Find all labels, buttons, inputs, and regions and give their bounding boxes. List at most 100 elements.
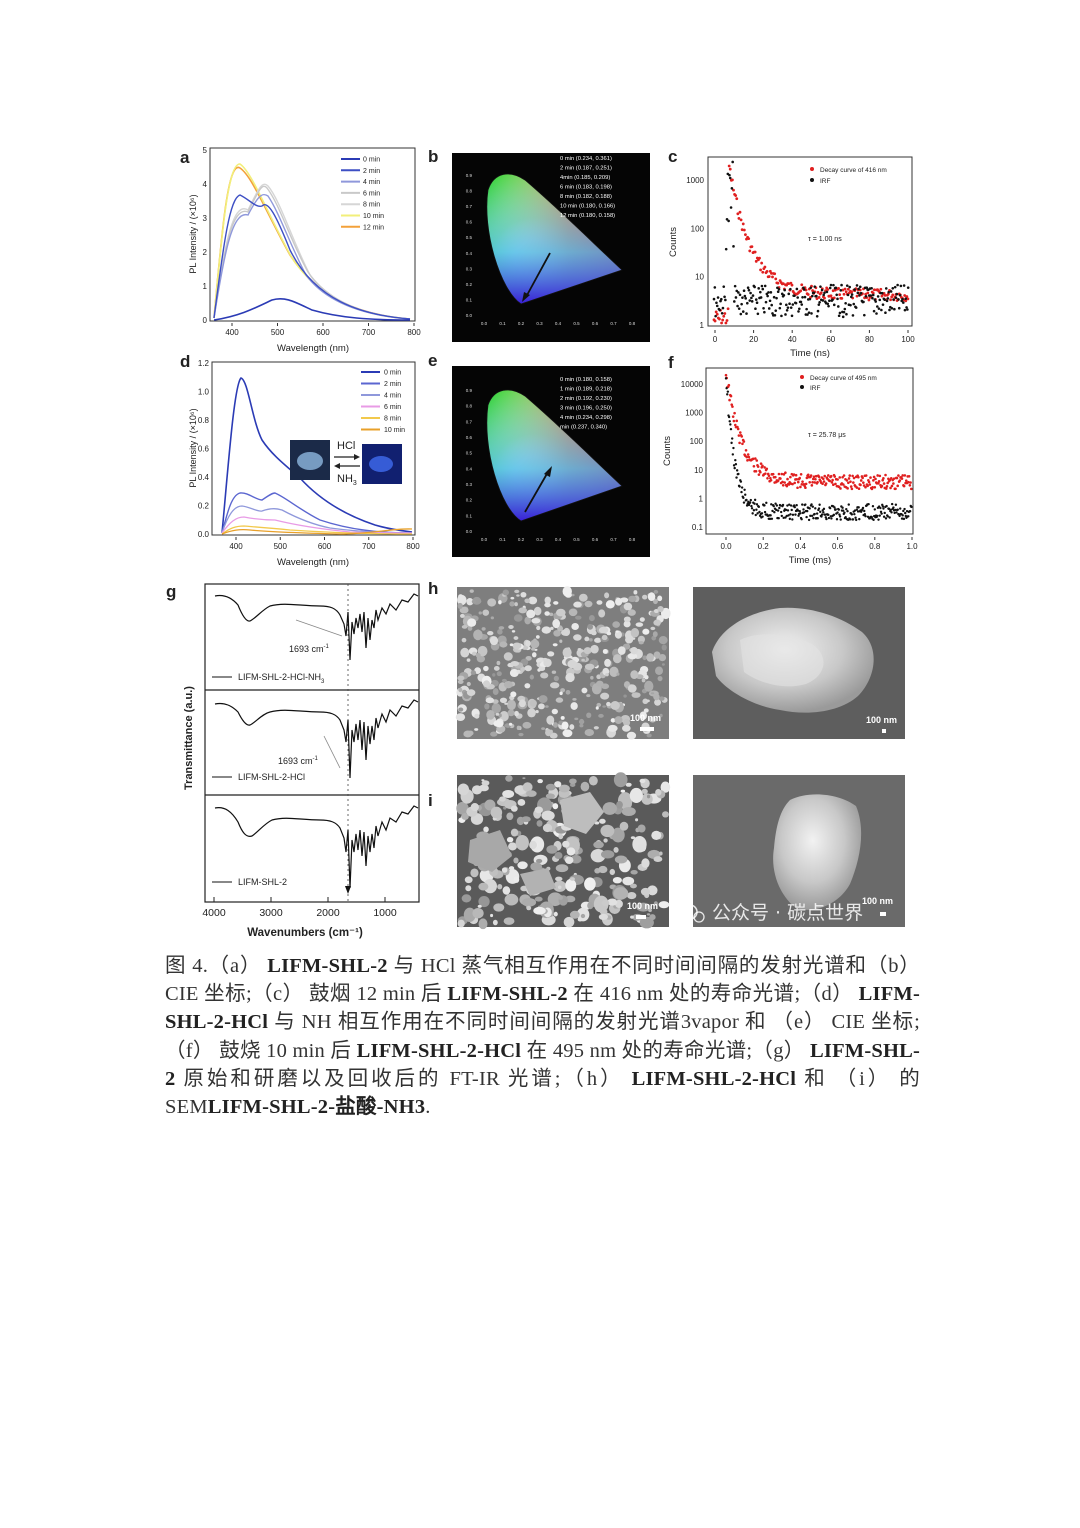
x-tick-label: 40 — [788, 335, 797, 344]
x-tick-label: 0.2 — [518, 321, 525, 326]
y-tick-label: 3 — [203, 214, 208, 223]
legend-entry: 2 min — [363, 168, 380, 175]
x-tick-label: 0.3 — [536, 321, 543, 326]
legend-entry: 2 min (0.192, 0.230) — [560, 396, 612, 402]
x-tick-label: 800 — [407, 328, 421, 337]
x-tick-label: 0.4 — [795, 542, 807, 551]
y-tick-label: 100 — [691, 224, 705, 233]
legend: Decay curve of 416 nm IRF — [810, 167, 887, 185]
y-tick-label: 0.6 — [466, 435, 473, 440]
x-tick-label: 4000 — [202, 907, 226, 919]
figure-caption: 图 4.（a） LIFM-SHL-2 与 HCl 蒸气相互作用在不同时间间隔的发… — [165, 952, 920, 1121]
sem-image-i2: 100 nm — [693, 775, 905, 927]
inset-photos: HCl NH3 — [290, 440, 402, 487]
legend-entry: 12 min — [363, 224, 384, 231]
y-tick-label: 0.5 — [466, 235, 473, 240]
x-axis-label: Time (ms) — [789, 555, 831, 566]
y-tick-label: 5 — [203, 146, 208, 155]
legend-entry: 3 min (0.196, 0.250) — [560, 406, 612, 412]
y-axis-label: PL Intensity / (×10⁶) — [188, 408, 198, 487]
legend-entry: 8 min — [363, 202, 380, 209]
legend: 0 min 2 min 4 min 6 min 8 min 10 min — [361, 370, 405, 434]
legend-entry: 10 min — [363, 213, 384, 220]
hcl-label: HCl — [337, 440, 355, 452]
legend-entry: 2 min — [384, 381, 401, 388]
spectra-curves — [221, 377, 413, 535]
shift-arrow — [525, 252, 551, 298]
y-tick-label: 0.4 — [466, 466, 473, 471]
legend-entry: 8 min — [384, 416, 401, 423]
plot-frame — [707, 156, 913, 327]
arrow-head — [544, 466, 552, 477]
scale-label: 100 nm — [630, 713, 661, 723]
y-tick-label: 1.2 — [198, 359, 210, 368]
y-axis-label: Counts — [668, 227, 679, 257]
x-axis-label: Wavelength (nm) — [277, 343, 349, 354]
y-tick-label: 0 — [203, 316, 208, 325]
peak-label: 1693 cm-1 — [278, 756, 319, 766]
x-tick-label: 20 — [749, 335, 758, 344]
curve-4min — [213, 193, 411, 320]
legend-entry: Decay curve of 495 nm — [810, 375, 877, 382]
ftir-spectra — [214, 593, 419, 889]
panel-d: d PL Intensity / (×10⁶) Wavelength (nm) … — [180, 352, 420, 568]
caption-text: 和 （i） 的 SEM — [165, 1067, 921, 1119]
x-tick-label: 0.0 — [720, 542, 732, 551]
x-tick-label: 0.0 — [481, 537, 488, 542]
x-tick-label: 100 — [901, 335, 915, 344]
plot-frame — [211, 361, 416, 536]
curve-4min — [221, 505, 413, 534]
legend-entry: 4 min (0.234, 0.298) — [560, 415, 612, 421]
decay-scatter — [712, 160, 910, 325]
legend: 0 min 2 min 4 min 6 min 8 min 10 min 12 min — [341, 157, 384, 231]
y-tick-label: 0.7 — [466, 419, 473, 424]
y-tick-label: 10 — [695, 273, 704, 282]
x-tick-label: 0.5 — [573, 321, 580, 326]
legend-entry: Decay curve of 416 nm — [820, 167, 887, 174]
legend-entry: 8 min (0.182, 0.188) — [560, 194, 612, 200]
compound-name: LIFM-SHL-2-HCl — [356, 1039, 522, 1062]
scale-label: 100 nm — [627, 901, 658, 911]
panel-letter: h — [428, 579, 438, 598]
y-tick-label: 0.0 — [466, 313, 473, 318]
y-axis-label: Transmittance (a.u.) — [183, 686, 195, 790]
x-tick-label: 1000 — [373, 907, 397, 919]
compound-name: LIFM-SHL-2-HCl — [165, 983, 920, 1034]
panel-letter: e — [428, 351, 437, 370]
plot-frame — [204, 583, 420, 903]
y-axis-label: PL Intensity / (×10⁶) — [188, 194, 198, 273]
compound-name: LIFM-SHL-2 — [447, 983, 568, 1006]
curve-12min — [213, 166, 411, 320]
y-tick-label: 0.1 — [466, 297, 473, 302]
legend-entry: 12 min (0.180, 0.158) — [560, 213, 615, 219]
spectrum-label: LIFM-SHL-2-HCl-NH3 — [238, 672, 325, 685]
y-tick-label: 1000 — [685, 409, 703, 418]
x-tick-label: 600 — [318, 542, 332, 551]
decay-scatter — [724, 373, 913, 522]
legend: 0 min (0.180, 0.158) 1 min (0.189, 0.218)… — [560, 377, 612, 431]
legend: Decay curve of 495 nm IRF — [800, 375, 877, 392]
y-tick-label: 0.2 — [466, 498, 473, 503]
shift-arrow — [524, 471, 549, 513]
x-tick-label: 60 — [826, 335, 835, 344]
x-tick-label: 700 — [362, 328, 376, 337]
legend-entry: 0 min (0.234, 0.361) — [560, 156, 612, 162]
x-tick-label: 0.8 — [629, 321, 636, 326]
y-tick-label: 0.8 — [466, 189, 473, 194]
figure-4: a PL Intensity / (×10⁶) Wavelength (nm) … — [166, 146, 918, 939]
caption-text: 与 HCl 蒸气相互作用在不同时间间隔的发射光谱和（b） CIE 坐标;（c） … — [165, 955, 920, 1006]
x-tick-label: 0.1 — [499, 537, 506, 542]
y-tick-label: 1000 — [686, 176, 704, 185]
y-tick-label: 10000 — [681, 380, 704, 389]
compound-name: LIFM-SHL-2 — [267, 955, 388, 977]
curve-10min — [213, 163, 411, 320]
y-tick-label: 10 — [694, 466, 703, 475]
watermark: 公众号 · 碳点世界 — [682, 902, 863, 924]
x-axis-label: Wavenumbers (cm⁻¹) — [247, 927, 363, 939]
legend-entry: IRF — [820, 178, 831, 185]
y-tick-label: 0.6 — [198, 445, 210, 454]
y-tick-label: 1.0 — [198, 388, 210, 397]
sem-image-h2: 100 nm — [693, 587, 905, 739]
spectrum-labels: LIFM-SHL-2-HCl-NH3 LIFM-SHL-2-HCl LIFM-S… — [212, 672, 325, 887]
x-tick-label: 400 — [225, 328, 239, 337]
